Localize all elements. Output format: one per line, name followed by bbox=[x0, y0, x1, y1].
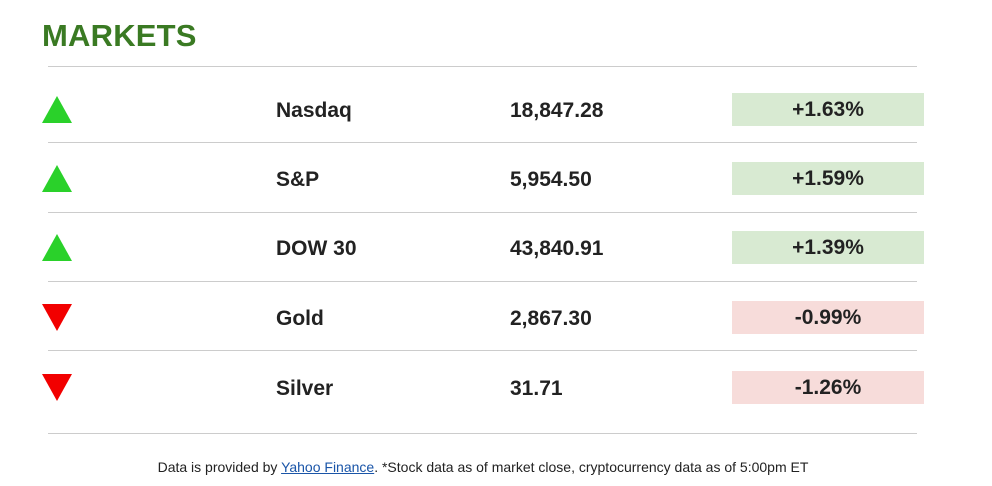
row-divider bbox=[48, 212, 917, 213]
market-value: 43,840.91 bbox=[510, 237, 604, 260]
market-row-nasdaq: Nasdaq 18,847.28 +1.63% bbox=[0, 76, 992, 145]
triangle-up-icon bbox=[42, 234, 72, 261]
market-name: Nasdaq bbox=[276, 99, 352, 122]
top-divider bbox=[48, 66, 917, 67]
market-name: Silver bbox=[276, 377, 334, 400]
market-name: S&P bbox=[276, 168, 320, 191]
row-divider bbox=[48, 142, 917, 143]
market-change: +1.39% bbox=[732, 231, 924, 264]
market-name: DOW 30 bbox=[276, 237, 357, 260]
market-row-gold: Gold 2,867.30 -0.99% bbox=[0, 284, 992, 353]
market-row-silver: Silver 31.71 -1.26% bbox=[0, 354, 992, 423]
triangle-down-icon bbox=[42, 374, 72, 401]
market-value: 2,867.30 bbox=[510, 307, 592, 330]
data-attribution: Data is provided by Yahoo Finance. *Stoc… bbox=[0, 459, 966, 475]
market-value: 5,954.50 bbox=[510, 168, 592, 191]
footer-suffix: . *Stock data as of market close, crypto… bbox=[374, 459, 809, 475]
row-divider bbox=[48, 281, 917, 282]
market-value: 18,847.28 bbox=[510, 99, 604, 122]
markets-title: MARKETS bbox=[42, 18, 197, 53]
market-change: +1.59% bbox=[732, 162, 924, 195]
triangle-down-icon bbox=[42, 304, 72, 331]
market-row-sp: S&P 5,954.50 +1.59% bbox=[0, 145, 992, 214]
triangle-up-icon bbox=[42, 165, 72, 192]
yahoo-finance-link[interactable]: Yahoo Finance bbox=[281, 459, 375, 475]
footer-prefix: Data is provided by bbox=[157, 459, 282, 475]
market-change: +1.63% bbox=[732, 93, 924, 126]
triangle-up-icon bbox=[42, 96, 72, 123]
market-name: Gold bbox=[276, 307, 324, 330]
market-change: -0.99% bbox=[732, 301, 924, 334]
market-change: -1.26% bbox=[732, 371, 924, 404]
row-divider bbox=[48, 350, 917, 351]
bottom-divider bbox=[48, 433, 917, 434]
market-value: 31.71 bbox=[510, 377, 563, 400]
market-row-dow30: DOW 30 43,840.91 +1.39% bbox=[0, 214, 992, 283]
